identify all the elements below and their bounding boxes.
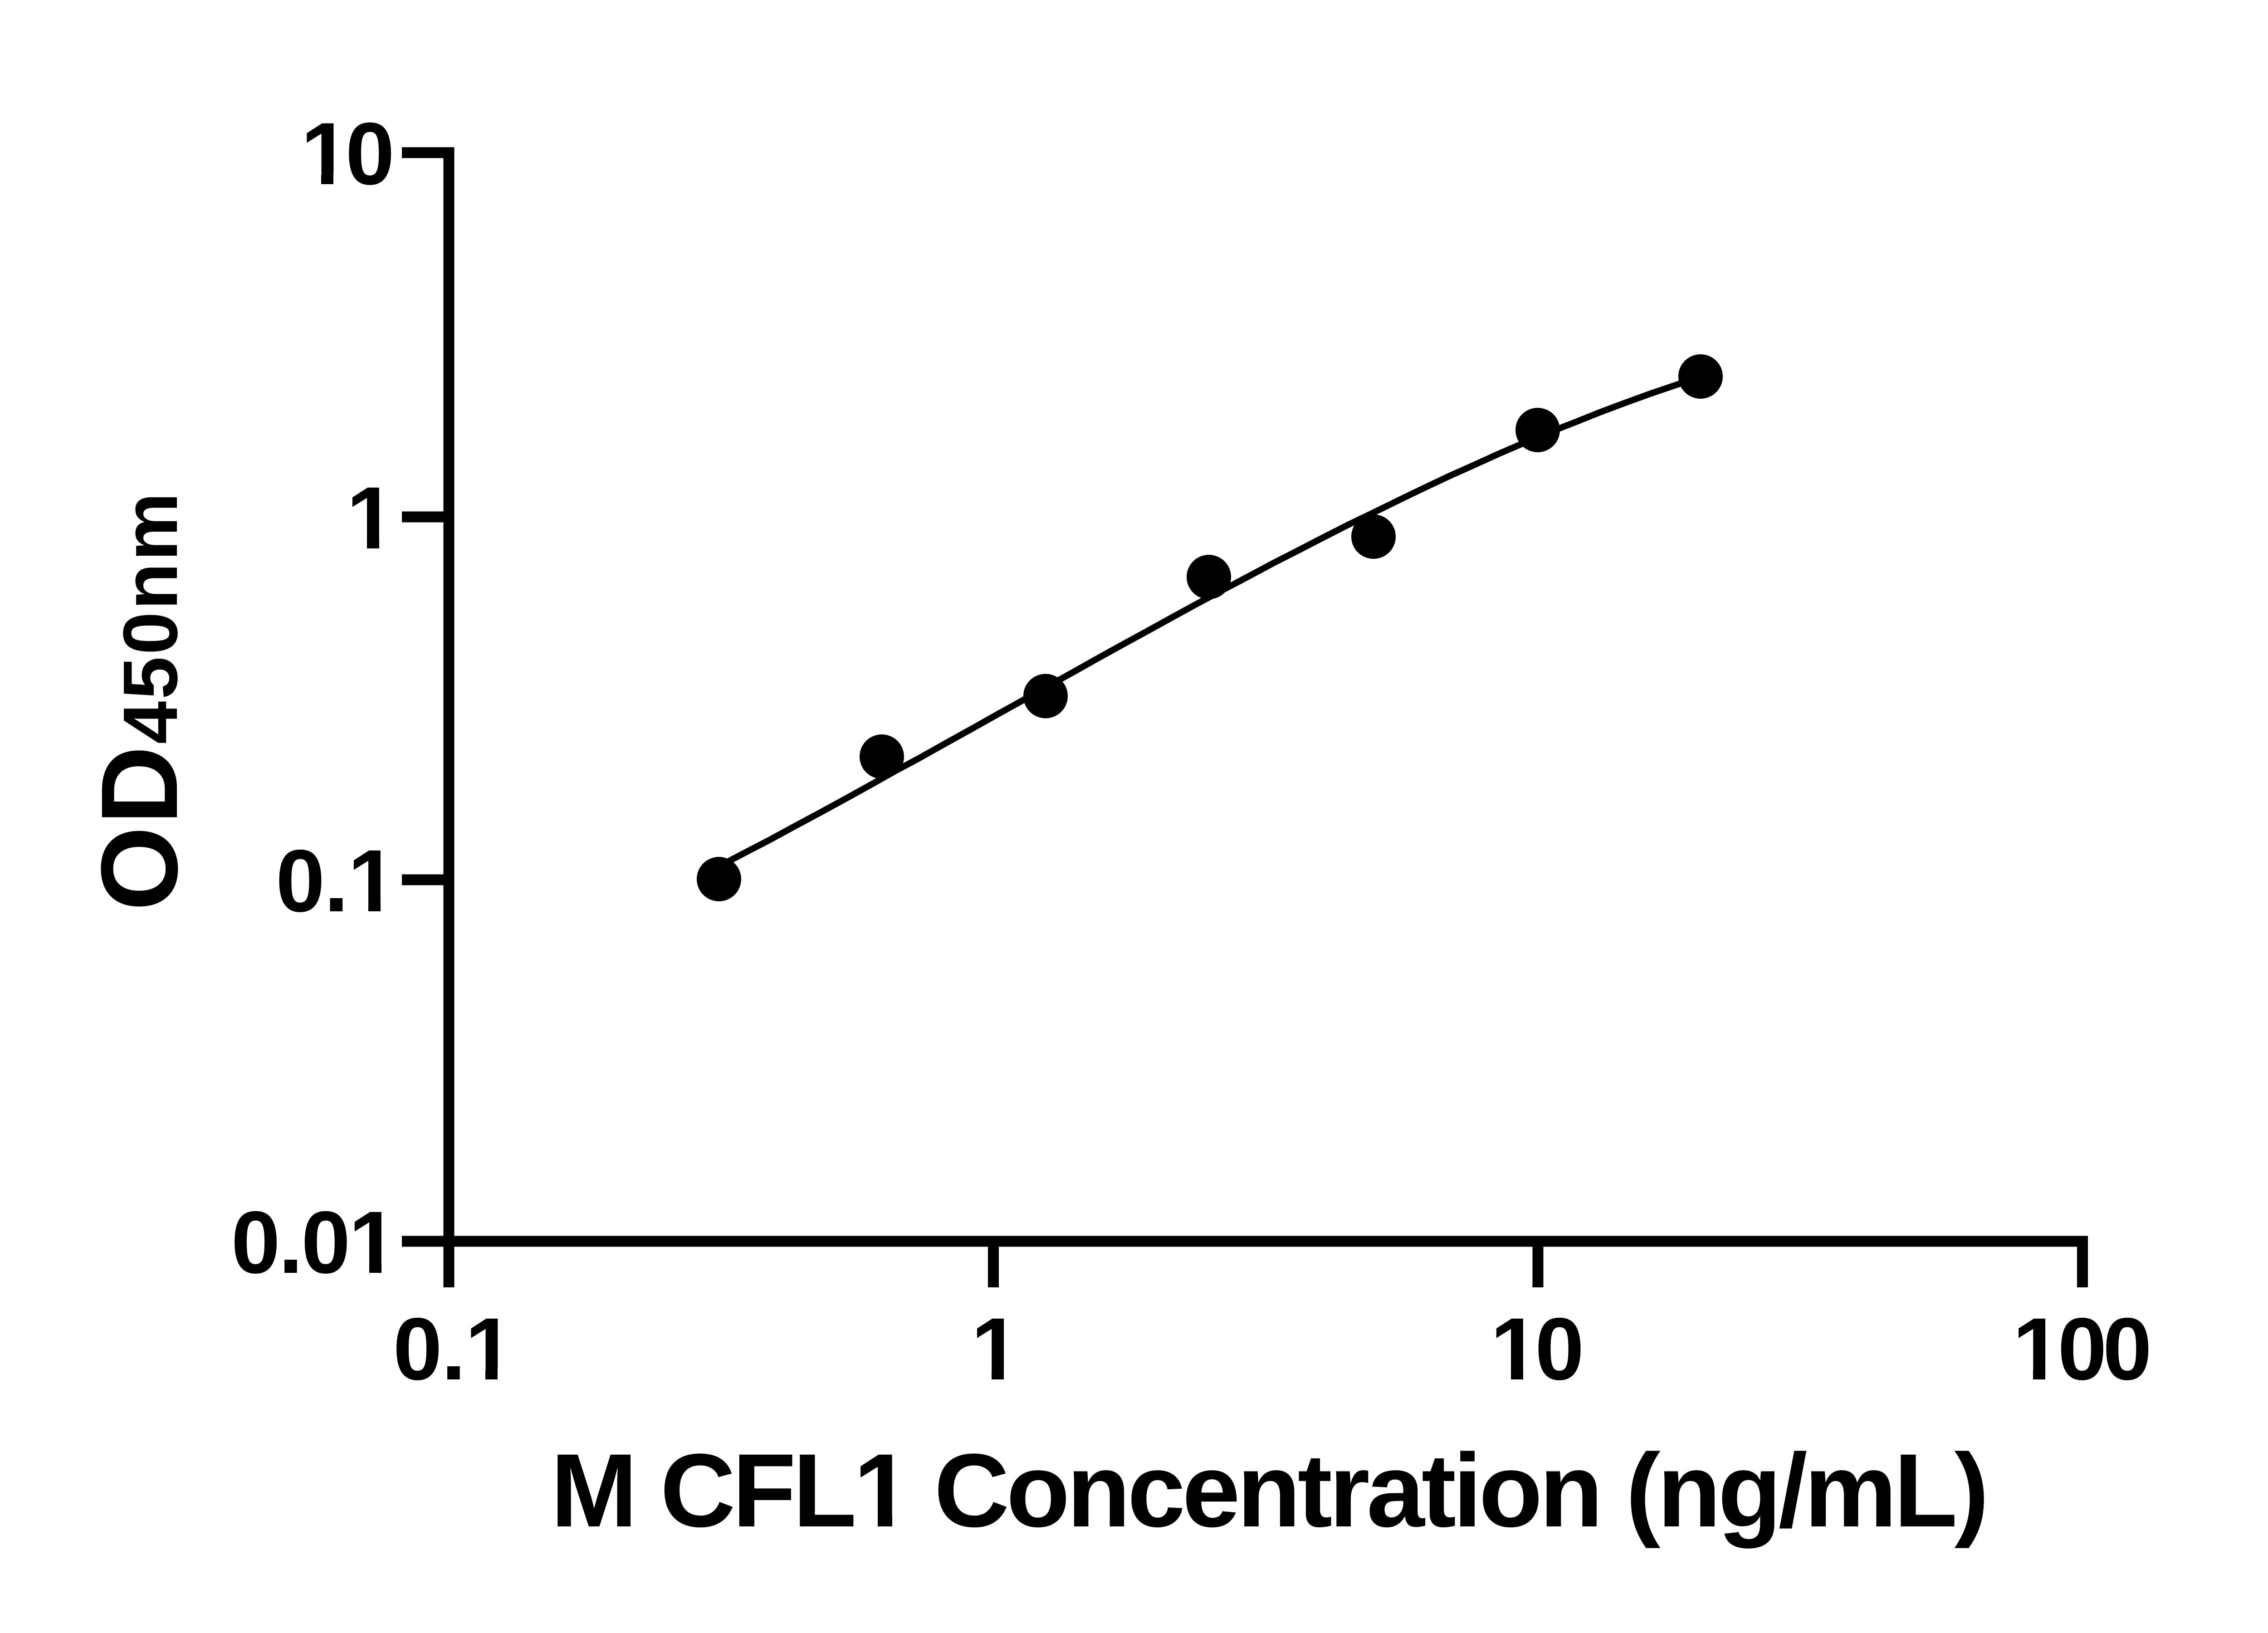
svg-text:0.1: 0.1 (276, 831, 396, 930)
svg-text:1: 1 (347, 469, 396, 567)
svg-text:0.1: 0.1 (393, 1300, 513, 1398)
svg-text:1: 1 (971, 1300, 1020, 1398)
svg-text:M CFL1 Concentration (ng/mL): M CFL1 Concentration (ng/mL) (551, 1432, 1986, 1549)
svg-text:10: 10 (1491, 1300, 1581, 1398)
svg-text:10: 10 (301, 104, 391, 203)
svg-text:0.01: 0.01 (231, 1193, 396, 1292)
svg-text:OD450nm: OD450nm (78, 491, 200, 911)
svg-text:100: 100 (2013, 1300, 2149, 1398)
